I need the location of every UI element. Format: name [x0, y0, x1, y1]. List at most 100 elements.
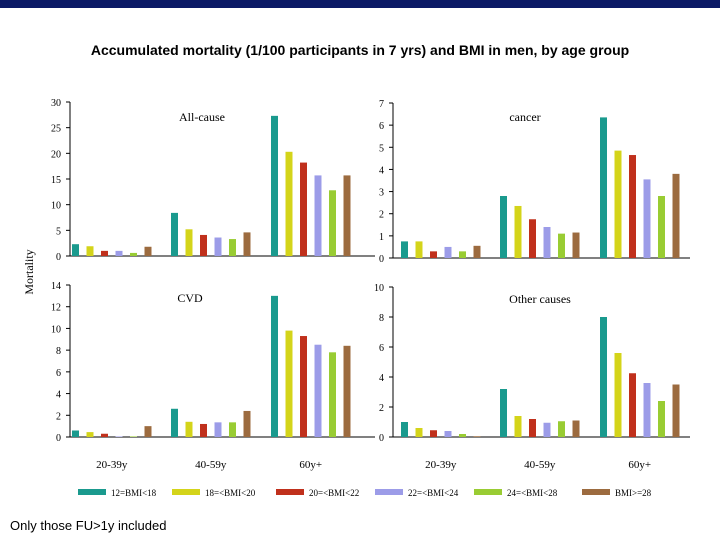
- y-tick-label: 30: [51, 98, 61, 109]
- bar-40-59y-5: [229, 239, 236, 256]
- x-tick-label: 20-39y: [425, 459, 457, 471]
- bar-40-59y-6: [572, 232, 580, 258]
- bar-60y+-2: [614, 150, 622, 258]
- bar-20-39y-5: [459, 251, 466, 258]
- bar-40-59y-1: [500, 196, 507, 258]
- bar-40-59y-4: [543, 422, 551, 437]
- top-banner: [0, 0, 720, 8]
- bar-60y+-6: [343, 175, 351, 256]
- y-tick-label: 5: [56, 226, 61, 237]
- bar-20-39y-1: [72, 244, 79, 256]
- bar-20-39y-1: [401, 422, 408, 437]
- x-tick-label: 40-59y: [195, 459, 227, 471]
- bar-40-59y-3: [200, 234, 207, 256]
- y-tick-label: 6: [56, 368, 61, 379]
- bar-40-59y-1: [500, 389, 507, 437]
- bar-60y+-6: [672, 384, 680, 437]
- bar-60y+-5: [329, 352, 336, 437]
- bar-40-59y-4: [214, 237, 222, 256]
- bar-40-59y-5: [558, 233, 565, 258]
- bar-40-59y-4: [214, 422, 222, 437]
- bar-20-39y-2: [86, 432, 94, 437]
- y-tick-label: 15: [51, 175, 61, 186]
- bar-60y+-4: [643, 179, 651, 258]
- bar-20-39y-3: [101, 250, 108, 256]
- y-tick-label: 4: [56, 390, 61, 401]
- y-tick-label: 10: [51, 201, 61, 212]
- bar-20-39y-1: [72, 430, 79, 437]
- bar-40-59y-4: [543, 227, 551, 258]
- x-tick-label: 60y+: [299, 459, 322, 471]
- panel-title: All-cause: [179, 110, 225, 124]
- bar-60y+-5: [329, 190, 336, 256]
- y-tick-label: 2: [379, 403, 384, 414]
- y-tick-label: 7: [379, 99, 384, 110]
- bar-60y+-2: [285, 330, 293, 437]
- y-tick-label: 0: [56, 252, 61, 263]
- y-tick-label: 0: [379, 433, 384, 444]
- y-axis-label: Mortality: [22, 249, 36, 294]
- y-tick-label: 20: [51, 149, 61, 160]
- bar-40-59y-5: [229, 422, 236, 437]
- legend-swatch: [582, 489, 610, 495]
- bar-40-59y-3: [200, 423, 207, 437]
- bar-60y+-1: [600, 117, 607, 259]
- legend-swatch: [172, 489, 200, 495]
- legend-swatch: [78, 489, 106, 495]
- bar-20-39y-3: [430, 430, 437, 437]
- bar-60y+-5: [658, 401, 665, 437]
- panels: 051015202530All-cause01234567cancer02468…: [51, 98, 690, 471]
- legend-label: BMI>=28: [615, 488, 652, 498]
- bar-60y+-5: [658, 196, 665, 258]
- bar-60y+-3: [629, 373, 636, 437]
- y-tick-label: 4: [379, 165, 384, 176]
- legend-label: 20=<BMI<22: [309, 488, 359, 498]
- footnote: Only those FU>1y included: [10, 518, 167, 533]
- bar-60y+-3: [629, 155, 636, 258]
- bar-40-59y-3: [529, 219, 536, 258]
- legend-swatch: [276, 489, 304, 495]
- bar-40-59y-6: [243, 410, 251, 437]
- bar-20-39y-3: [430, 251, 437, 258]
- bar-60y+-6: [672, 173, 680, 258]
- bar-40-59y-2: [514, 205, 522, 258]
- bar-60y+-1: [271, 295, 278, 437]
- bar-60y+-3: [300, 336, 307, 437]
- bar-20-39y-4: [444, 431, 452, 437]
- bar-40-59y-2: [185, 421, 193, 437]
- bar-60y+-1: [271, 115, 278, 256]
- legend: 12=BMI<18 18=<BMI<20 20=<BMI<22 22=<BMI<24 2…: [78, 488, 652, 498]
- panel-title: cancer: [509, 110, 540, 124]
- y-tick-label: 4: [379, 373, 384, 384]
- bar-20-39y-6: [144, 426, 152, 437]
- bar-20-39y-1: [401, 241, 408, 258]
- bar-60y+-4: [314, 175, 322, 256]
- bar-20-39y-4: [115, 436, 123, 437]
- bar-40-59y-2: [185, 229, 193, 256]
- y-tick-label: 6: [379, 343, 384, 354]
- bar-20-39y-5: [130, 436, 137, 437]
- panel-1: 0 5 10 15 20 25 30 All-cause: [51, 98, 375, 263]
- bar-40-59y-6: [572, 420, 580, 437]
- bar-20-39y-6: [473, 245, 481, 258]
- bar-40-59y-1: [171, 408, 178, 437]
- y-tick-label: 3: [379, 188, 384, 199]
- bar-60y+-4: [314, 344, 322, 437]
- legend-label: 24=<BMI<28: [507, 488, 558, 498]
- x-tick-label: 40-59y: [524, 459, 556, 471]
- y-tick-label: 2: [56, 411, 61, 422]
- x-tick-label: 60y+: [628, 459, 651, 471]
- bar-60y+-3: [300, 162, 307, 256]
- bar-20-39y-6: [473, 436, 481, 437]
- bar-20-39y-2: [86, 246, 94, 256]
- bar-20-39y-5: [130, 252, 137, 256]
- y-tick-label: 8: [56, 346, 61, 357]
- y-tick-label: 1: [379, 232, 384, 243]
- bar-40-59y-2: [514, 416, 522, 437]
- bar-20-39y-2: [415, 428, 423, 437]
- legend-label: 22=<BMI<24: [408, 488, 459, 498]
- bar-40-59y-6: [243, 232, 251, 256]
- bar-20-39y-4: [444, 246, 452, 258]
- legend-swatch: [375, 489, 403, 495]
